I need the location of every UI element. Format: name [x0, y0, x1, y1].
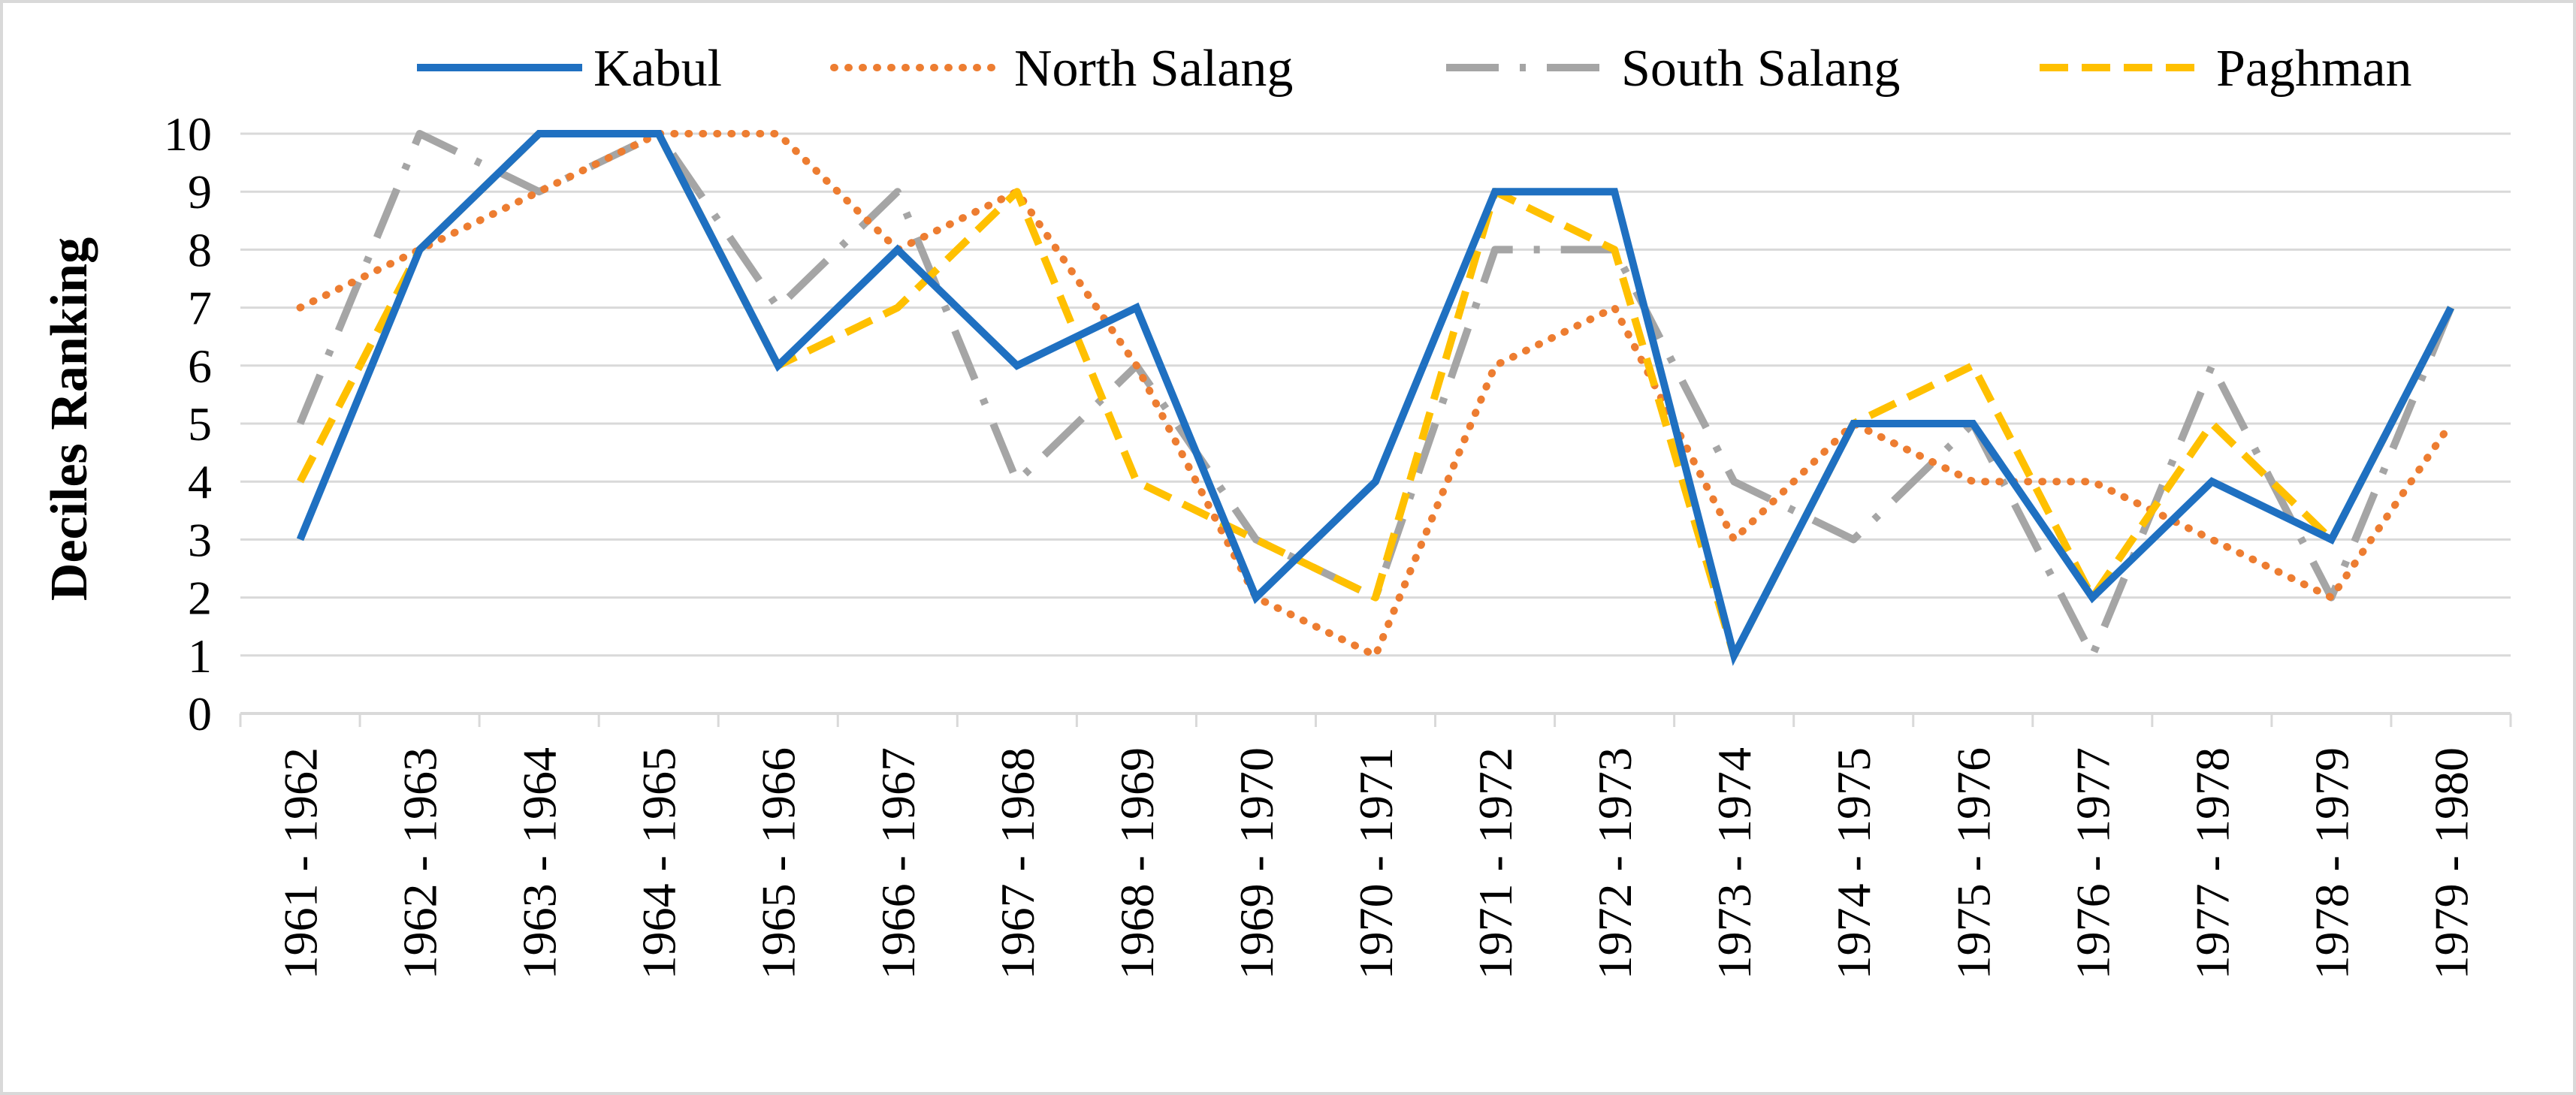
legend-label: South Salang	[1621, 40, 1900, 98]
series-line-north-salang	[296, 130, 2455, 659]
legend-label: Kabul	[593, 40, 722, 98]
x-tick-label: 1972 - 1973	[1588, 747, 1641, 979]
y-tick-label: 4	[188, 455, 212, 508]
x-tick-label: 1963 - 1964	[513, 747, 566, 979]
x-tick-label: 1977 - 1978	[2185, 747, 2239, 979]
y-tick-label: 1	[188, 629, 212, 683]
x-tick-label: 1969 - 1970	[1230, 747, 1283, 979]
x-tick-label: 1970 - 1971	[1349, 747, 1403, 979]
x-tick-label: 1973 - 1974	[1708, 747, 1761, 979]
series-line-paghman	[297, 130, 2454, 659]
series-line-south-salang	[296, 130, 2455, 659]
y-tick-label: 2	[188, 572, 212, 625]
y-tick-label: 6	[188, 339, 212, 393]
legend: Kabul North Salang South Salang Paghman	[417, 40, 2412, 98]
x-tick-label: 1967 - 1968	[991, 747, 1044, 979]
y-axis-title: Deciles Ranking	[41, 237, 98, 601]
x-tick-label: 1979 - 1980	[2424, 747, 2478, 979]
y-tick-label: 10	[164, 107, 212, 161]
x-tick-label: 1975 - 1976	[1946, 747, 2000, 979]
y-tick-label: 8	[188, 223, 212, 276]
x-tick-label: 1978 - 1979	[2305, 747, 2358, 979]
x-tick-label: 1966 - 1967	[871, 747, 925, 979]
legend-item-south-salang: South Salang	[1446, 40, 1900, 98]
x-tick-label: 1968 - 1969	[1110, 747, 1164, 979]
legend-label: Paghman	[2216, 40, 2412, 98]
gridlines	[240, 132, 2511, 657]
y-tick-label: 7	[188, 282, 212, 335]
x-tick-label: 1971 - 1972	[1469, 747, 1522, 979]
x-tick-label: 1961 - 1962	[274, 747, 328, 979]
legend-label: North Salang	[1014, 40, 1293, 98]
y-tick-label: 5	[188, 397, 212, 451]
legend-item-paghman: Paghman	[2040, 40, 2412, 98]
x-tick-label: 1976 - 1977	[2066, 747, 2119, 979]
y-tick-label: 0	[188, 687, 212, 741]
x-tick-label: 1974 - 1975	[1827, 747, 1880, 979]
series-line-kabul	[296, 130, 2454, 666]
x-tick-label: 1962 - 1963	[394, 747, 447, 979]
legend-item-kabul: Kabul	[417, 40, 722, 98]
legend-item-north-salang: North Salang	[830, 40, 1293, 98]
x-tick-label: 1964 - 1965	[633, 747, 686, 979]
y-tick-label: 3	[188, 513, 212, 566]
series-lines	[296, 130, 2455, 666]
x-tick-label: 1965 - 1966	[752, 747, 805, 979]
y-tick-label: 9	[188, 165, 212, 219]
